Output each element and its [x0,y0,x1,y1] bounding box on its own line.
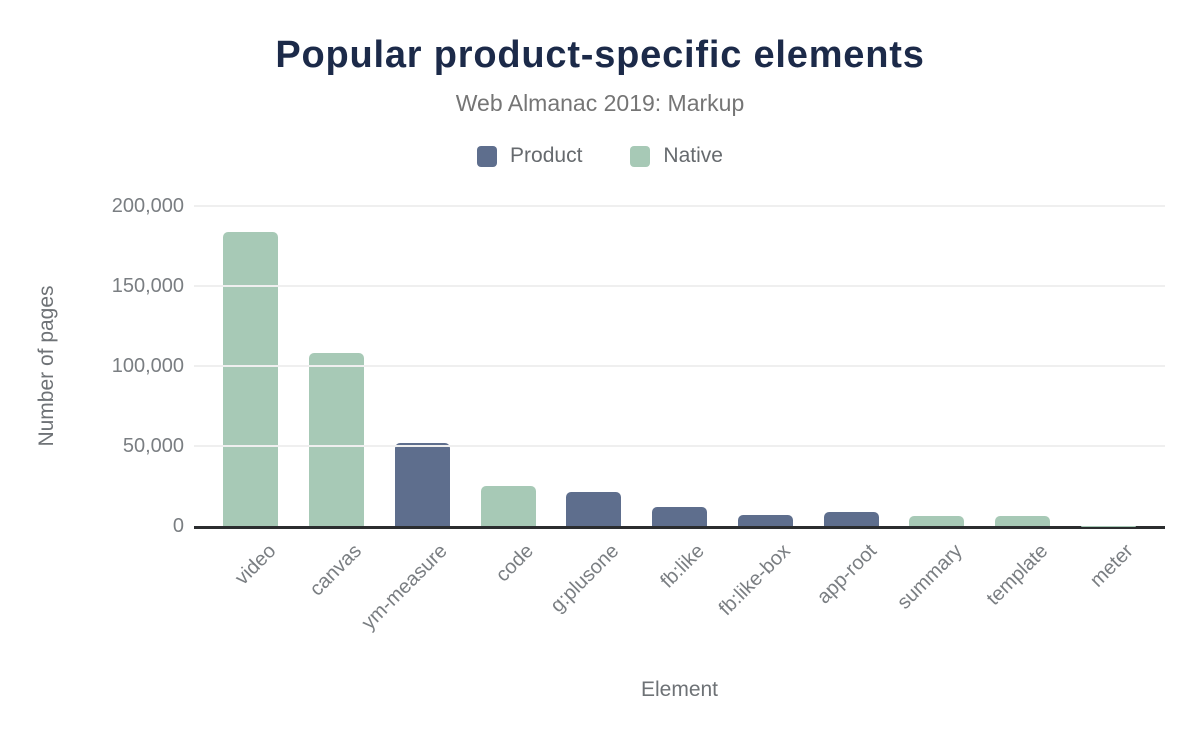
bar-slot-app-root: app-root [808,206,894,608]
x-label-template: template [982,540,1053,610]
x-label-ym-measure: ym-measure [357,540,452,635]
y-tick-label-150000: 150,000 [111,275,184,297]
legend-item-native: Native [630,144,723,168]
bar-slot-ym-measure: ym-measure [358,206,465,634]
bar-slot-canvas: canvas [294,206,380,600]
x-label-canvas: canvas [305,540,367,601]
bar-g:plusone [566,492,622,526]
bar-slot-video: video [208,206,294,589]
bar-canvas [309,353,365,526]
gridline-150000 [194,285,1165,287]
bar-video [223,231,279,526]
gridline-200000 [194,205,1165,207]
plot-area: video canvas ym-measure code g:plusone fb:lik… [194,205,1165,634]
x-label-code: code [491,540,538,587]
native-swatch-icon [630,145,651,167]
chart-title: Popular product-specific elements [275,34,925,76]
bar-template [994,516,1050,526]
gridline-50000 [194,445,1165,447]
x-label-video: video [231,540,281,590]
y-tick-label-50000: 50,000 [122,435,184,457]
product-swatch-icon [477,145,498,167]
bar-ym-measure [394,442,450,526]
x-label-fb:like: fb:like [656,540,710,593]
x-axis-title: Element [640,678,719,701]
bar-slot-template: template [980,206,1066,610]
x-label-meter: meter [1086,540,1138,592]
bar-slot-fb:like: fb:like [637,206,723,593]
y-tick-label-100000: 100,000 [111,355,184,377]
bar-fb:like-box [737,514,793,526]
bar-slot-summary: summary [893,206,980,614]
y-axis-labels: 0 50,000 100,000 150,000 200,000 [0,195,184,537]
chart-subtitle: Web Almanac 2019: Markup [455,90,745,116]
bar-slot-meter: meter [1065,206,1151,592]
bars-row: video canvas ym-measure code g:plusone fb:lik… [194,206,1165,634]
y-tick-label-200000: 200,000 [111,195,184,217]
bar-slot-fb:like-box: fb:like-box [715,206,808,620]
legend-item-product: Product [477,144,582,168]
bar-code [480,486,536,526]
legend-label-native: Native [663,144,723,167]
gridline-100000 [194,365,1165,367]
x-label-fb:like-box: fb:like-box [714,540,795,621]
bar-slot-g:plusone: g:plusone [546,206,637,617]
bar-app-root [823,512,879,526]
y-tick-label-0: 0 [172,515,184,537]
bar-slot-code: code [465,206,551,586]
x-label-summary: summary [892,540,967,614]
bar-fb:like [652,506,708,526]
legend: Product Native [0,144,1200,168]
bar-summary [909,516,965,526]
x-label-g:plusone: g:plusone [546,540,624,617]
legend-label-product: Product [510,144,583,167]
x-label-app-root: app-root [812,540,881,609]
